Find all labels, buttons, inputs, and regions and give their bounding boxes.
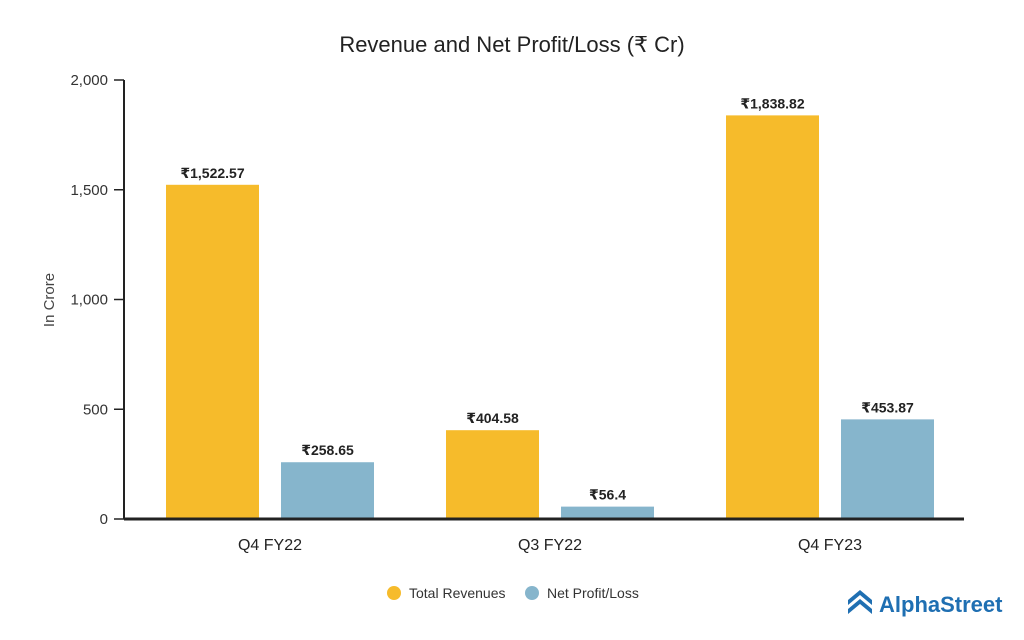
category-label: Q4 FY23 — [798, 537, 862, 554]
y-axis-ticks: 0 500 1,000 1,500 2,000 — [70, 72, 124, 528]
bar-revenue — [166, 184, 259, 519]
y-tick-label: 1,500 — [70, 182, 108, 199]
bars-group — [166, 115, 934, 519]
data-label: ₹1,838.82 — [740, 95, 804, 111]
bar-profit — [841, 419, 934, 519]
y-tick-label: 500 — [83, 401, 108, 418]
bar-profit — [561, 506, 654, 519]
data-label: ₹56.4 — [589, 487, 626, 503]
legend-label: Total Revenues — [409, 585, 506, 601]
data-label: ₹404.58 — [466, 410, 519, 426]
alphastreet-logo-icon — [848, 590, 872, 614]
legend-label: Net Profit/Loss — [547, 585, 639, 601]
chart-title: Revenue and Net Profit/Loss (₹ Cr) — [339, 32, 684, 57]
category-label: Q3 FY22 — [518, 537, 582, 554]
legend: Total Revenues Net Profit/Loss — [387, 585, 639, 601]
data-label: ₹453.87 — [861, 399, 914, 415]
data-label: ₹1,522.57 — [180, 165, 244, 181]
data-labels-group: ₹1,522.57 ₹404.58 ₹1,838.82 ₹258.65 ₹56.4 ₹45… — [180, 95, 914, 502]
category-labels-group: Q4 FY22 Q3 FY22 Q4 FY23 — [238, 537, 862, 554]
brand-logo: AlphaStreet — [848, 590, 1003, 617]
bar-profit — [281, 462, 374, 519]
brand-name: AlphaStreet — [879, 592, 1003, 617]
legend-swatch — [525, 586, 539, 600]
axes-group — [123, 80, 964, 521]
category-label: Q4 FY22 — [238, 537, 302, 554]
bar-revenue — [446, 430, 539, 519]
bar-revenue — [726, 115, 819, 519]
y-axis-label: In Crore — [41, 273, 58, 327]
y-tick-label: 0 — [100, 511, 108, 528]
data-label: ₹258.65 — [301, 442, 354, 458]
y-tick-label: 2,000 — [70, 72, 108, 89]
legend-swatch — [387, 586, 401, 600]
y-tick-label: 1,000 — [70, 292, 108, 309]
